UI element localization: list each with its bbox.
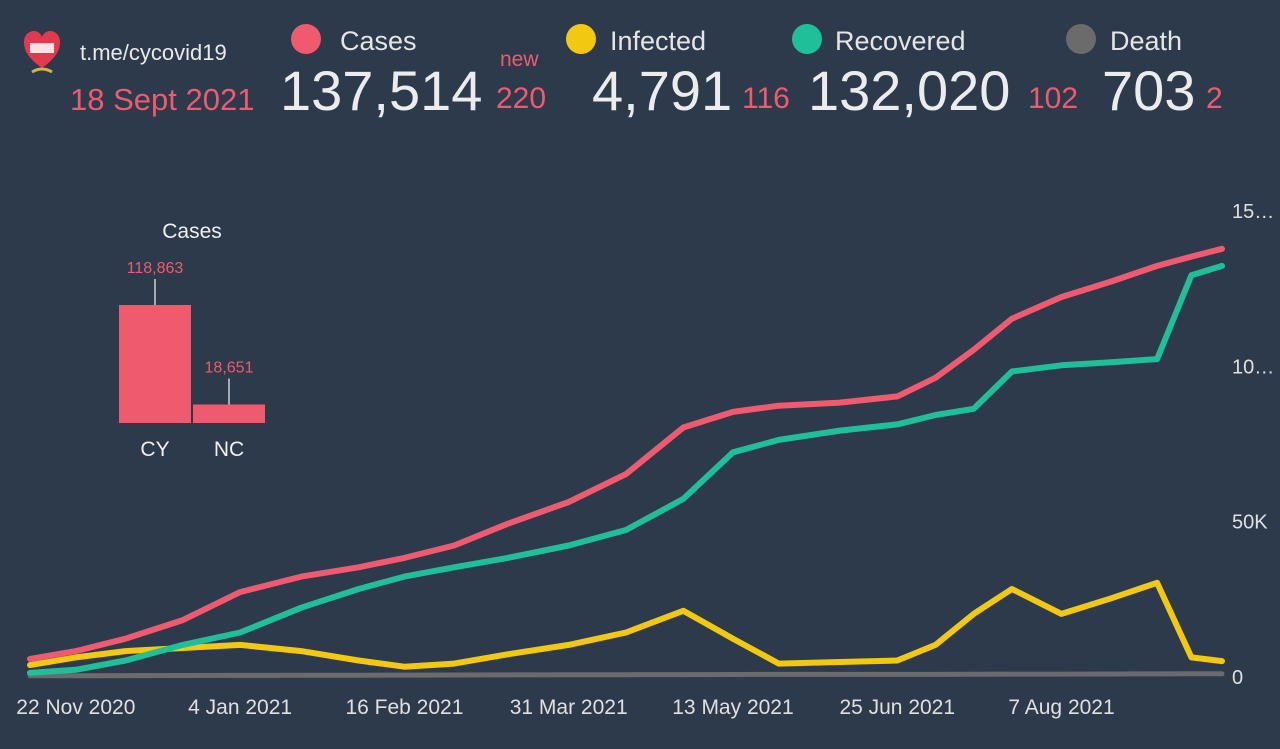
x-tick-label: 22 Nov 2020: [16, 696, 135, 719]
death-delta: 2: [1206, 82, 1223, 115]
bar-value-label: 18,651: [205, 359, 254, 376]
series-line-infected: [27, 579, 1225, 670]
series-line-death: [27, 671, 1225, 679]
death-label: Death: [1110, 26, 1183, 56]
y-tick-label: 50K: [1232, 512, 1268, 534]
bar-value-label: 118,863: [127, 260, 184, 277]
report-date: 18 Sept 2021: [70, 82, 255, 117]
y-tick-label: 15…: [1232, 201, 1274, 223]
heart-flag-logo-icon: [24, 31, 60, 74]
bar-cy: [119, 305, 191, 423]
recovered-label: Recovered: [835, 26, 966, 56]
cases-label: Cases: [340, 26, 417, 56]
infected-legend-dot: [566, 24, 596, 54]
recovered-value: 132,020: [808, 59, 1011, 122]
recovered-delta: 102: [1028, 82, 1079, 115]
x-tick-label: 31 Mar 2021: [510, 696, 628, 719]
series-line-recovered: [27, 262, 1225, 676]
death-value: 703: [1102, 59, 1196, 122]
x-tick-label: 16 Feb 2021: [345, 696, 463, 719]
x-tick-label: 13 May 2021: [672, 696, 793, 719]
bar-nc: [193, 404, 265, 423]
x-tick-label: 25 Jun 2021: [839, 696, 955, 719]
cases-value: 137,514: [280, 59, 483, 122]
new-label: new: [500, 48, 539, 71]
channel-link[interactable]: t.me/cycovid19: [80, 40, 227, 65]
cases-legend-dot: [291, 24, 321, 54]
infected-label: Infected: [610, 26, 707, 56]
y-tick-label: 0: [1232, 667, 1243, 689]
infected-value: 4,791: [592, 59, 733, 122]
x-tick-label: 7 Aug 2021: [1008, 696, 1114, 719]
infected-delta: 116: [742, 82, 790, 115]
series-line-cases: [27, 245, 1225, 662]
x-tick-label: 4 Jan 2021: [188, 696, 292, 719]
y-tick-label: 10…: [1232, 356, 1274, 378]
bar-category-label: NC: [214, 438, 244, 461]
cases-delta: 220: [496, 82, 547, 115]
recovered-legend-dot: [792, 24, 822, 54]
bar-category-label: CY: [140, 438, 169, 461]
bar-chart-title: Cases: [162, 220, 222, 243]
death-legend-dot: [1066, 24, 1096, 54]
